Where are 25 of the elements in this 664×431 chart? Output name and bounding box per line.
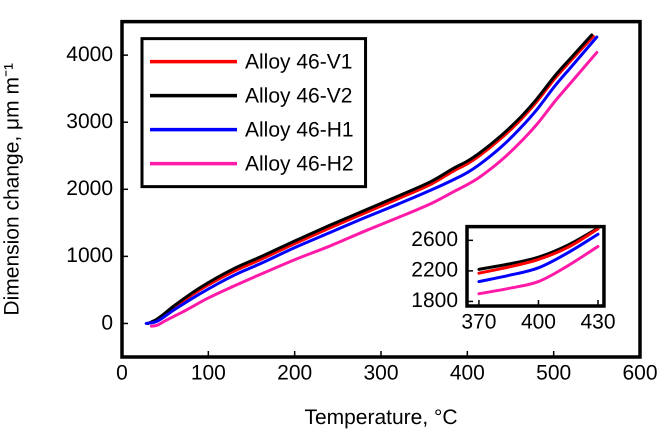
y-axis-title: Dimension change, μm m⁻¹ <box>0 63 24 316</box>
y-tick-label: 1800 <box>411 289 458 312</box>
y-tick-label: 2000 <box>66 177 113 200</box>
y-tick-label: 1000 <box>66 244 113 268</box>
legend-label: Alloy 46-V2 <box>245 84 352 108</box>
x-tick-label: 400 <box>450 361 485 384</box>
x-tick-label: 0 <box>116 361 128 384</box>
line-series <box>477 232 600 284</box>
x-tick-label: 200 <box>277 361 312 384</box>
x-tick-label: 370 <box>461 310 496 334</box>
legend-label: Alloy 46-V1 <box>245 50 352 74</box>
y-tick-label: 4000 <box>66 42 113 66</box>
y-tick-label: 2200 <box>411 258 458 282</box>
x-tick-label: 100 <box>190 361 226 384</box>
x-axis-title: Temperature, °C <box>304 406 458 430</box>
x-tick-label: 300 <box>363 361 399 384</box>
y-tick-label: 3000 <box>66 110 113 134</box>
x-tick-label: 600 <box>622 361 658 384</box>
x-tick-label: 430 <box>580 310 616 334</box>
y-tick-label: 2600 <box>411 228 458 252</box>
x-tick-label: 400 <box>520 310 556 334</box>
x-tick-label: 500 <box>536 361 572 384</box>
line-series <box>477 244 600 296</box>
legend-label: Alloy 46-H2 <box>245 152 354 176</box>
legend-label: Alloy 46-H1 <box>245 118 354 142</box>
